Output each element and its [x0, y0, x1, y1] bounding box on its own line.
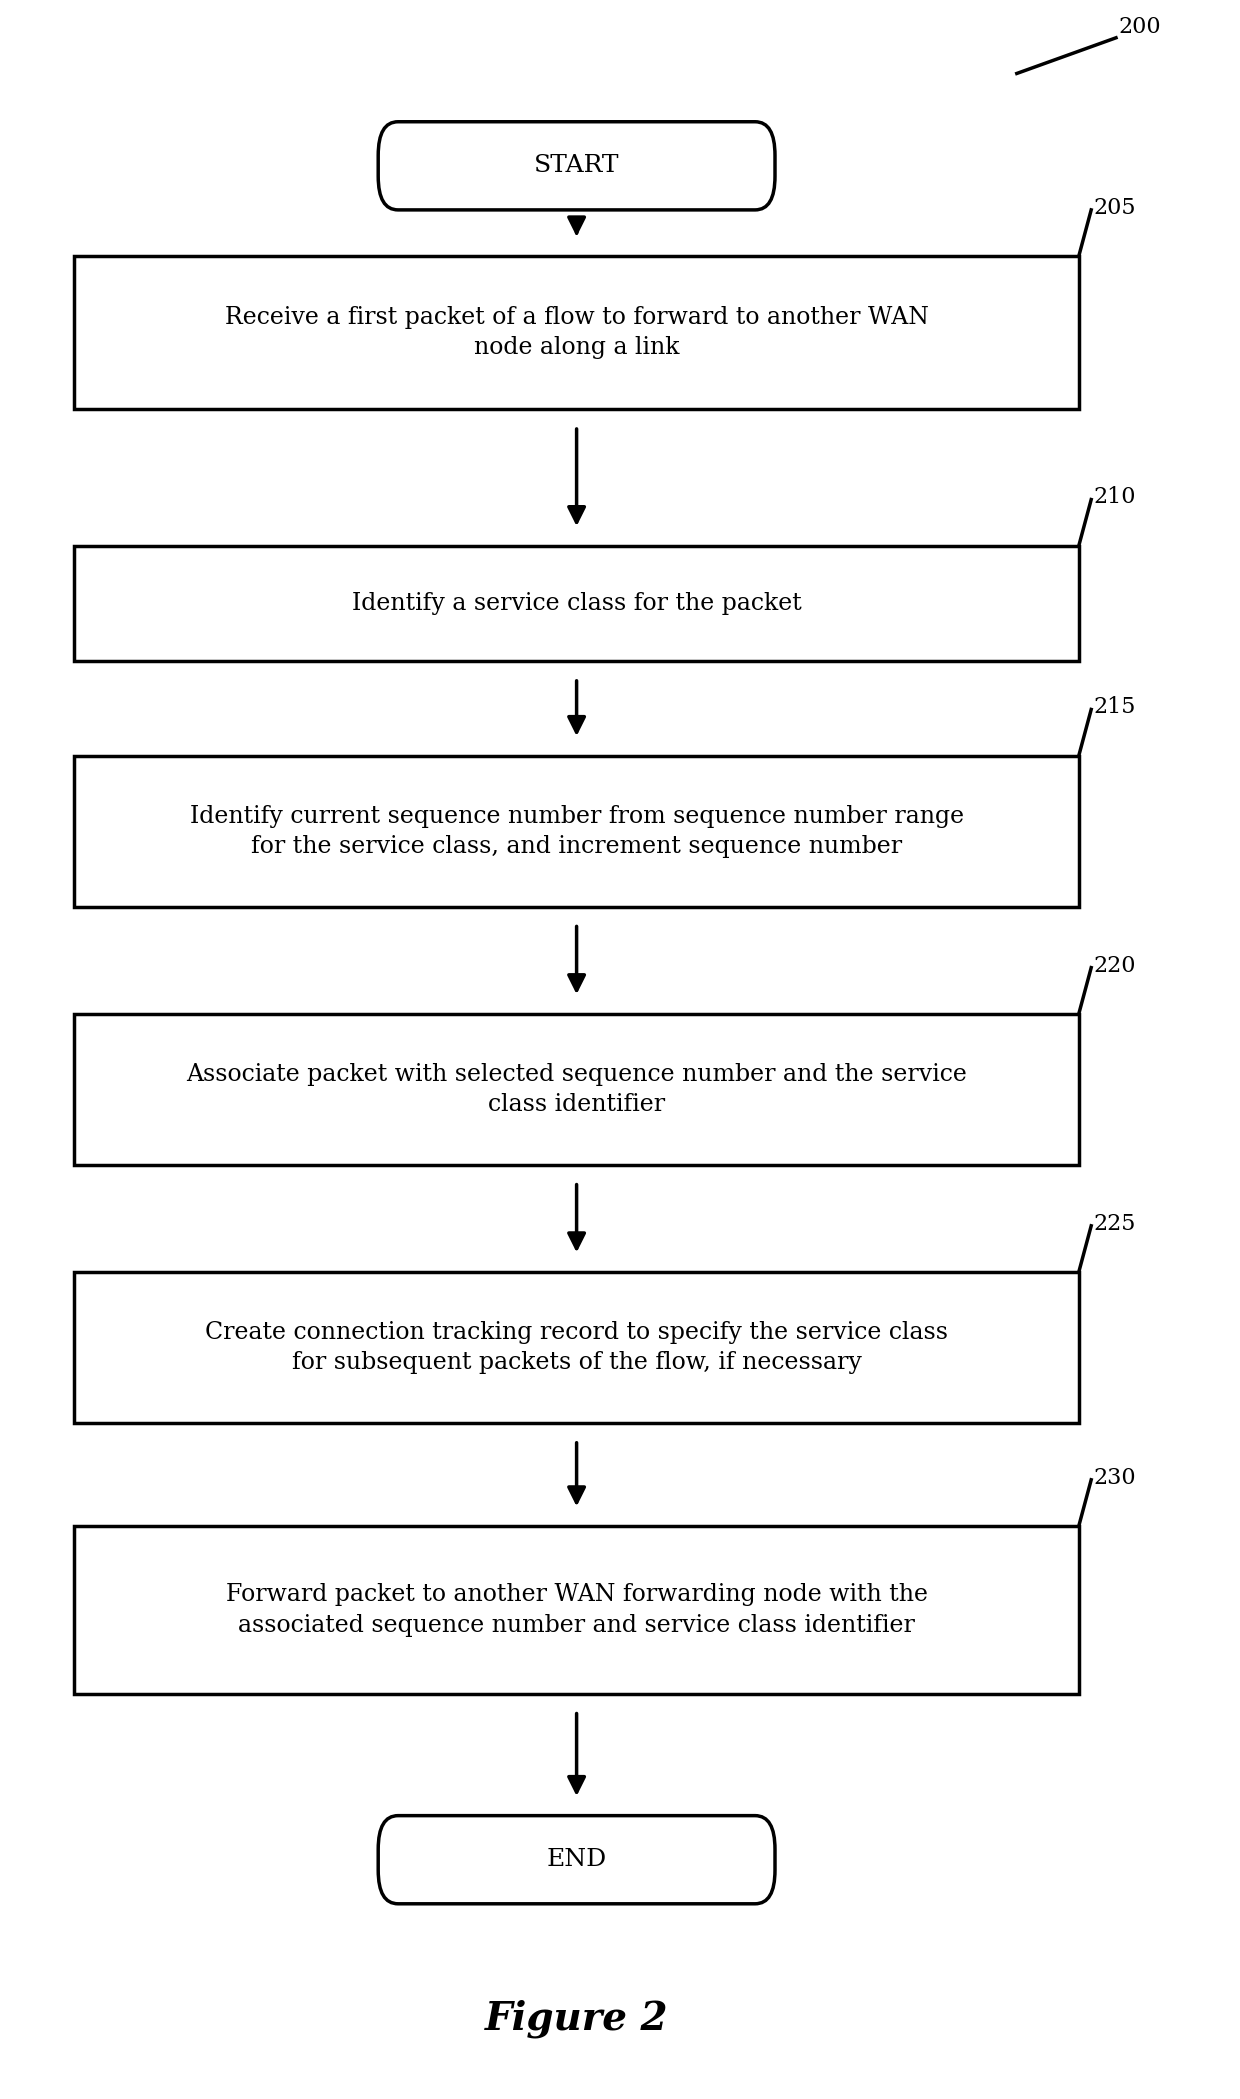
Bar: [74, 256, 1079, 409]
Text: 230: 230: [1094, 1467, 1136, 1488]
Text: 225: 225: [1094, 1213, 1136, 1234]
Text: 200: 200: [1118, 17, 1161, 38]
Text: Identify current sequence number from sequence number range
for the service clas: Identify current sequence number from se…: [190, 804, 963, 858]
FancyBboxPatch shape: [378, 122, 775, 210]
Text: Figure 2: Figure 2: [485, 2000, 668, 2038]
Bar: [74, 756, 1079, 907]
Text: START: START: [534, 155, 619, 176]
Text: Associate packet with selected sequence number and the service
class identifier: Associate packet with selected sequence …: [186, 1062, 967, 1117]
Text: Receive a first packet of a flow to forward to another WAN
node along a link: Receive a first packet of a flow to forw…: [224, 306, 929, 359]
Bar: [74, 1526, 1079, 1694]
Text: 215: 215: [1094, 697, 1136, 718]
Text: Forward packet to another WAN forwarding node with the
associated sequence numbe: Forward packet to another WAN forwarding…: [226, 1583, 928, 1637]
Bar: [74, 1272, 1079, 1423]
Bar: [74, 1014, 1079, 1165]
Text: Identify a service class for the packet: Identify a service class for the packet: [352, 592, 801, 615]
Text: 210: 210: [1094, 487, 1136, 508]
Text: 205: 205: [1094, 197, 1136, 218]
Text: END: END: [547, 1849, 606, 1870]
Text: 220: 220: [1094, 955, 1136, 976]
Text: Create connection tracking record to specify the service class
for subsequent pa: Create connection tracking record to spe…: [205, 1320, 949, 1375]
FancyBboxPatch shape: [378, 1816, 775, 1904]
Bar: [74, 546, 1079, 661]
